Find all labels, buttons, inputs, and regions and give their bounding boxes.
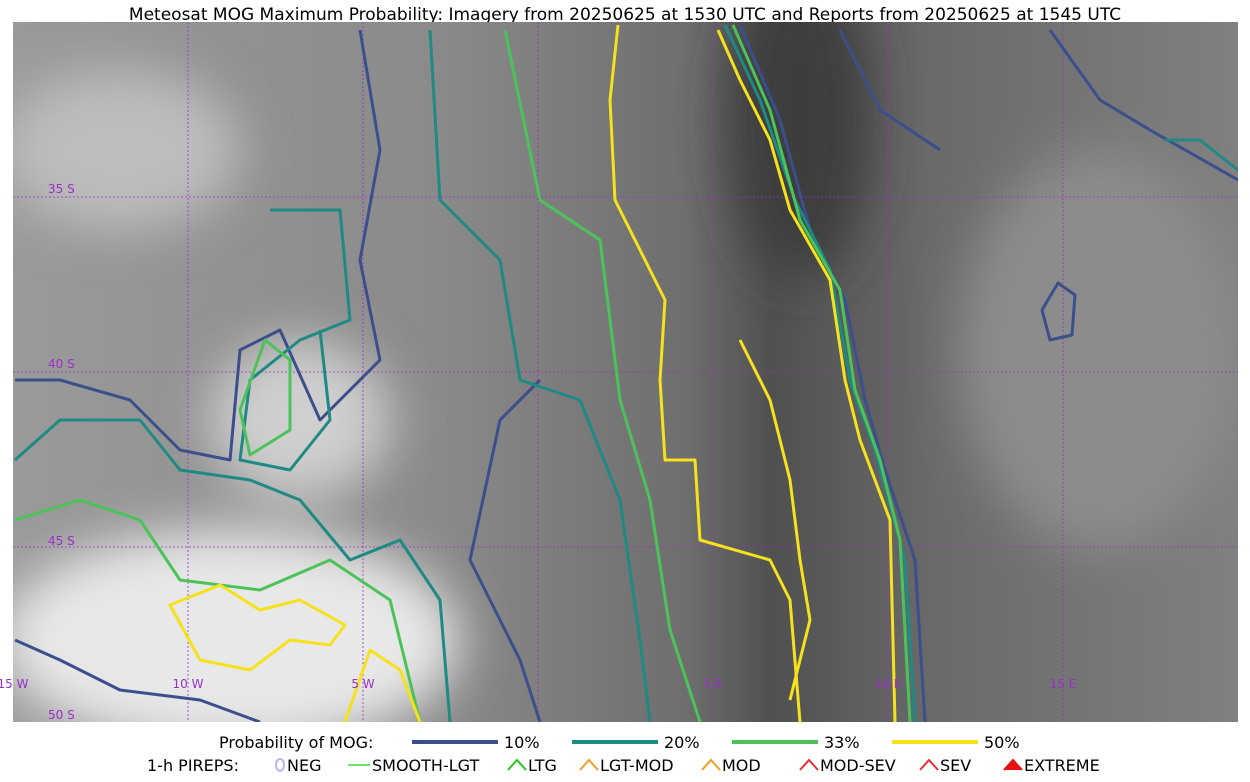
- lat-label: 45 S: [48, 534, 75, 548]
- pirep-icon: [799, 758, 819, 771]
- lon-label: 15 W: [0, 677, 29, 691]
- contour: [168, 583, 347, 672]
- contour: [1040, 281, 1077, 342]
- legend-entry: 20%: [664, 733, 700, 752]
- pirep-icon: [919, 758, 939, 771]
- pirep-entry: LGT-MOD: [600, 756, 674, 775]
- legend-entry: 10%: [504, 733, 540, 752]
- lat-label: 35 S: [48, 182, 75, 196]
- contour: [14, 638, 261, 722]
- contour: [343, 648, 422, 722]
- title: Meteosat MOG Maximum Probability: Imager…: [129, 5, 1121, 25]
- pirep-icon: [701, 758, 721, 771]
- contour: [1165, 138, 1238, 172]
- contour: [716, 29, 897, 722]
- lon-label: 5 W: [351, 677, 374, 691]
- pirep-icon: [1003, 758, 1023, 771]
- legend-label: 1-h PIREPS:: [147, 756, 239, 775]
- lon-label: 5 E: [703, 677, 722, 691]
- lat-label: 50 S: [48, 708, 75, 722]
- contour: [838, 29, 941, 152]
- legend-label: Probability of MOG:: [219, 733, 373, 752]
- graticule: [13, 22, 1238, 722]
- map: [13, 22, 1238, 722]
- lon-label: 10 E: [875, 677, 902, 691]
- pirep-entry: SMOOTH-LGT: [372, 756, 479, 775]
- pirep-entry: NEG: [287, 756, 321, 775]
- pirep-entry: SEV: [940, 756, 971, 775]
- lon-label: 10 W: [173, 677, 204, 691]
- legend-entry: 33%: [824, 733, 860, 752]
- contour: [731, 24, 912, 722]
- lon-label: 15 E: [1050, 677, 1077, 691]
- pirep-entry: MOD: [722, 756, 761, 775]
- contour: [15, 29, 382, 462]
- contour: [738, 339, 812, 701]
- legend: Probability of MOG: 10% 20% 33% 50% 1-h PIREP…: [147, 733, 1100, 775]
- contour: [428, 29, 652, 722]
- contour: [503, 29, 702, 722]
- pirep-icon: [275, 758, 285, 772]
- pirep-entry: LTG: [528, 756, 557, 775]
- pirep-entry: EXTREME: [1024, 756, 1100, 775]
- contour: [738, 24, 927, 722]
- pirep-entry: MOD-SEV: [820, 756, 896, 775]
- legend-entry: 50%: [984, 733, 1020, 752]
- pirep-icon: [507, 758, 527, 771]
- contour: [1048, 29, 1238, 182]
- contour: [468, 378, 542, 722]
- pirep-icon: [579, 758, 599, 771]
- lat-label: 40 S: [48, 357, 75, 371]
- contour: [238, 338, 292, 457]
- contour: [14, 418, 452, 722]
- contour: [608, 24, 802, 722]
